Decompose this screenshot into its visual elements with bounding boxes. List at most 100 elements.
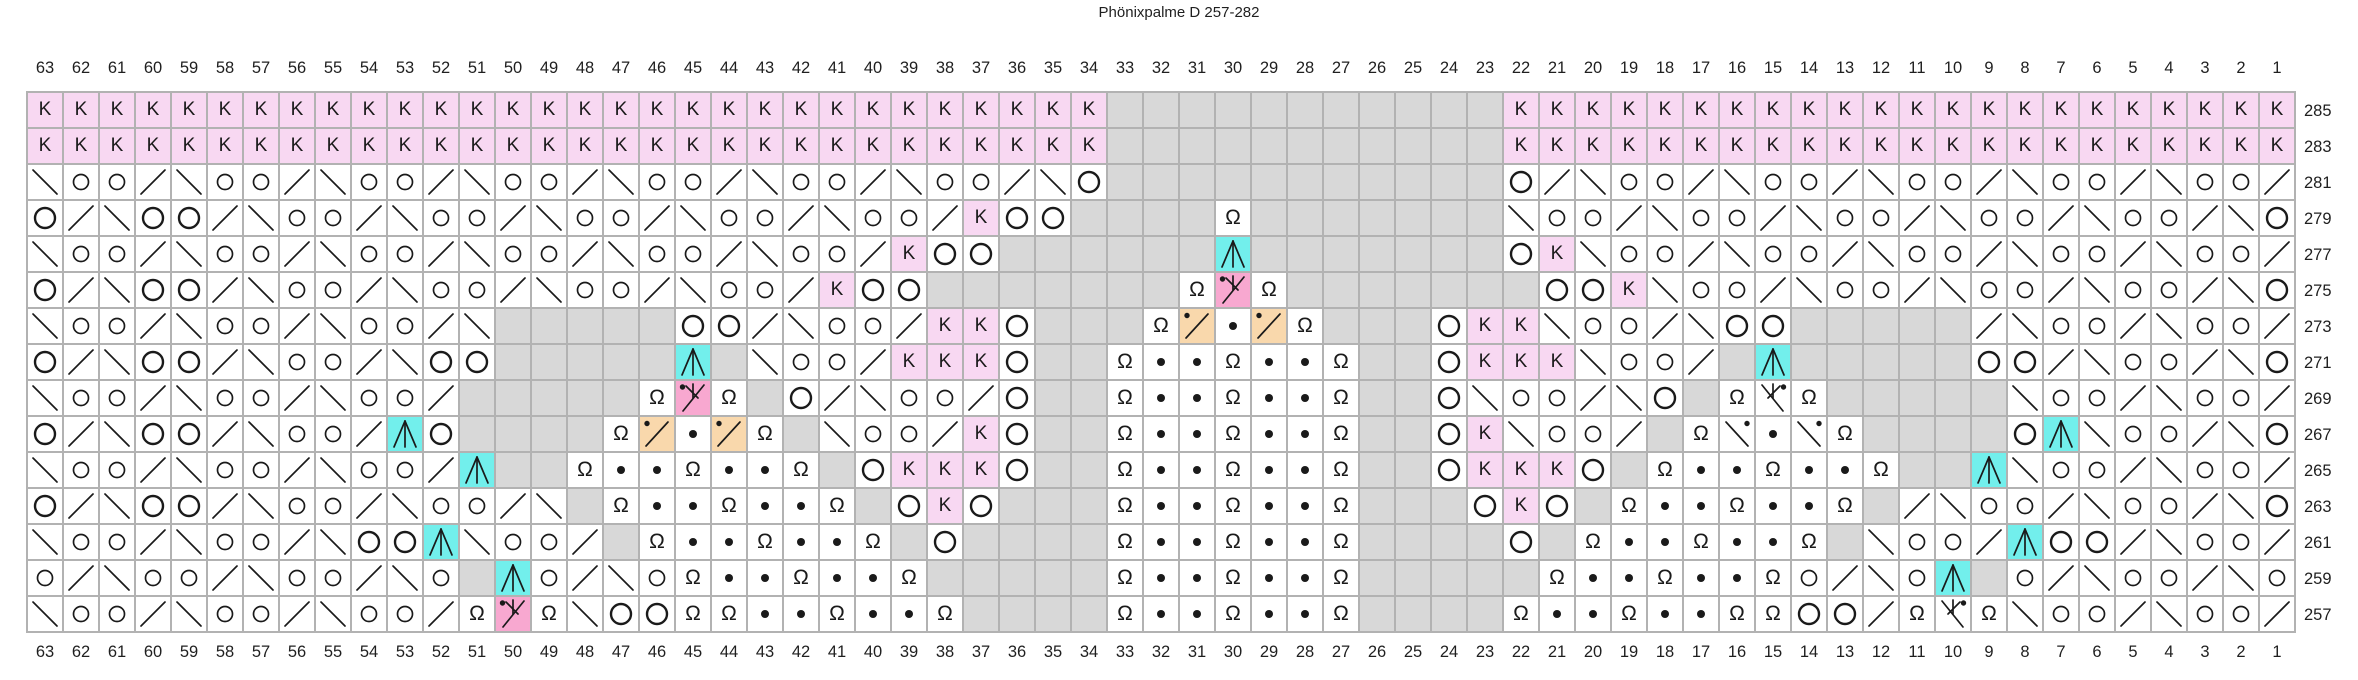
column-label: 1 xyxy=(2272,59,2282,77)
k2tog-cell xyxy=(2260,309,2294,343)
yarnover-cell xyxy=(280,201,314,235)
no-stitch-cell xyxy=(1396,381,1430,415)
ssk-cell xyxy=(1576,165,1610,199)
k2tog-cell xyxy=(280,453,314,487)
ssk-cell xyxy=(100,273,134,307)
yarnover-cell xyxy=(2116,273,2150,307)
column-label: 28 xyxy=(1295,59,1315,77)
centered-double-decrease-cell xyxy=(676,345,710,379)
yarnover-cell xyxy=(208,525,242,559)
column-label: 41 xyxy=(827,643,847,661)
ssk-cell xyxy=(100,417,134,451)
no-stitch-cell xyxy=(1936,417,1970,451)
yarnover-cell xyxy=(2188,381,2222,415)
knit-cell: K xyxy=(1504,345,1538,379)
yarnover-cell xyxy=(2152,201,2186,235)
yarnover-large-cell xyxy=(1648,381,1682,415)
purl-cell xyxy=(748,489,782,523)
k2tog-cell xyxy=(424,309,458,343)
column-label: 11 xyxy=(1908,59,1926,77)
yarnover-large-cell xyxy=(28,489,62,523)
purl-cell xyxy=(1288,417,1322,451)
k2tog-cell xyxy=(1540,165,1574,199)
knit-cell: K xyxy=(676,93,710,127)
no-stitch-cell xyxy=(1360,525,1394,559)
yarnover-cell xyxy=(388,381,422,415)
ssk-cell xyxy=(172,381,206,415)
yarnover-cell xyxy=(712,201,746,235)
yarnover-cell xyxy=(1612,165,1646,199)
yarnover-large-cell xyxy=(28,201,62,235)
column-label: 25 xyxy=(1403,59,1423,77)
twisted-stitch-cell: Ω xyxy=(1216,201,1250,235)
centered-double-decrease-cell xyxy=(1756,345,1790,379)
ssk-cell xyxy=(1504,201,1538,235)
ssk-cell xyxy=(460,525,494,559)
k2tog-cell xyxy=(1900,273,1934,307)
column-label: 14 xyxy=(1799,59,1819,77)
ssk-cell xyxy=(1648,201,1682,235)
k2tog-cell xyxy=(352,489,386,523)
centered-double-decrease-cell xyxy=(388,417,422,451)
k2tog-cell xyxy=(352,417,386,451)
no-stitch-cell xyxy=(1360,165,1394,199)
column-label: 26 xyxy=(1367,643,1387,661)
k2tog-cell xyxy=(208,345,242,379)
column-label: 61 xyxy=(107,643,127,661)
k2tog-cell xyxy=(2116,453,2150,487)
yarnover-cell xyxy=(100,237,134,271)
ssk-cell xyxy=(1936,201,1970,235)
no-stitch-cell xyxy=(1036,525,1070,559)
knit-cell: K xyxy=(964,345,998,379)
purl-cell xyxy=(1144,489,1178,523)
knit-cell: K xyxy=(1612,273,1646,307)
no-stitch-cell xyxy=(748,381,782,415)
twisted-stitch-icon: Ω xyxy=(1225,566,1241,589)
ssk-cell xyxy=(2008,597,2042,631)
twisted-stitch-icon: Ω xyxy=(1225,386,1241,409)
knit-cell: K xyxy=(64,93,98,127)
yarnover-cell xyxy=(244,453,278,487)
twisted-stitch-cell: Ω xyxy=(460,597,494,631)
twisted-stitch-icon: Ω xyxy=(613,422,629,445)
no-stitch-cell xyxy=(1468,201,1502,235)
ssk-cell xyxy=(388,345,422,379)
yarnover-large-cell xyxy=(1504,525,1538,559)
purl-cell xyxy=(1612,525,1646,559)
purl-cell xyxy=(1756,417,1790,451)
ssk-cell xyxy=(28,309,62,343)
ssk-cell xyxy=(100,201,134,235)
row-label: 285 xyxy=(2304,102,2332,120)
column-label: 45 xyxy=(683,59,703,77)
no-stitch-cell xyxy=(1036,273,1070,307)
ssk-cell xyxy=(172,525,206,559)
knit-cell: K xyxy=(1756,129,1790,163)
ssk-cell xyxy=(2080,273,2114,307)
purl-cell xyxy=(784,525,818,559)
twisted-stitch-cell: Ω xyxy=(1576,525,1610,559)
yarnover-cell xyxy=(2224,381,2258,415)
k2tog-cell xyxy=(2044,561,2078,595)
purl-cell xyxy=(712,525,746,559)
centered-double-decrease-cell xyxy=(1972,453,2006,487)
no-stitch-cell xyxy=(1936,309,1970,343)
purl-cell xyxy=(1144,525,1178,559)
twisted-stitch-cell: Ω xyxy=(1288,309,1322,343)
yarnover-cell xyxy=(2044,453,2078,487)
centered-double-decrease-cell xyxy=(1936,561,1970,595)
yarnover-cell xyxy=(1828,201,1862,235)
ssk-cell xyxy=(604,165,638,199)
column-label: 41 xyxy=(827,59,847,77)
no-stitch-cell xyxy=(1684,381,1718,415)
ssk-cell xyxy=(2080,345,2114,379)
knit-cell: K xyxy=(1468,345,1502,379)
column-label: 42 xyxy=(791,643,811,661)
yarnover-large-cell xyxy=(28,417,62,451)
ssk-cell xyxy=(784,309,818,343)
yarnover-cell xyxy=(1864,201,1898,235)
k2tog-cell xyxy=(856,345,890,379)
column-label: 50 xyxy=(503,643,523,661)
row-label: 265 xyxy=(2304,462,2332,480)
no-stitch-cell xyxy=(1396,309,1430,343)
yarnover-cell xyxy=(2152,489,2186,523)
